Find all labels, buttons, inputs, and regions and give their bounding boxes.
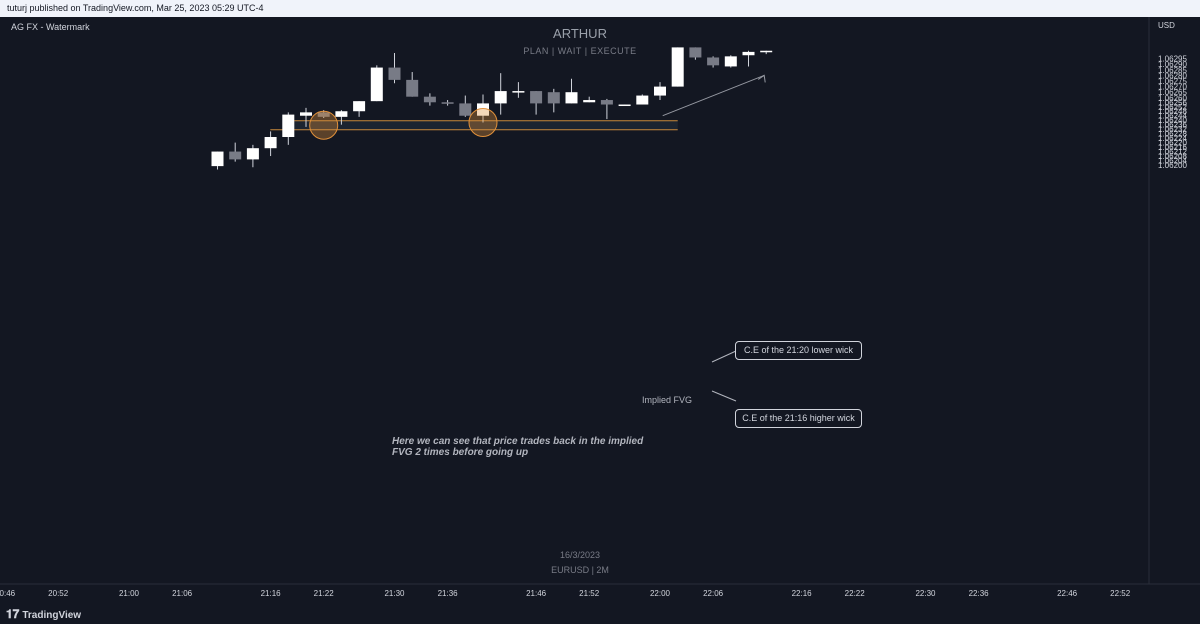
candle-body <box>317 112 330 117</box>
price-tick-label: 1.06260 <box>1158 94 1187 103</box>
tradingview-logo[interactable]: 𝟏𝟕 TradingView <box>6 607 81 622</box>
chart-area[interactable]: USD 1.06295 1.06290 1.06285 1.06280 1.06275 1.… <box>0 17 1200 601</box>
candle-body <box>477 103 489 116</box>
price-tick-label: 1.06280 <box>1158 71 1187 80</box>
candle-body <box>264 137 277 149</box>
candle-body <box>689 47 702 58</box>
price-tick-label: 1.06212 <box>1158 148 1187 157</box>
time-tick-label: 21:00 <box>119 589 140 598</box>
time-tick-label: 22:06 <box>703 589 724 598</box>
price-tick-label: 1.06285 <box>1158 66 1187 75</box>
price-tick-label: 1.06228 <box>1158 130 1187 139</box>
candle-body <box>423 96 436 103</box>
price-tick-label: 1.06204 <box>1158 157 1187 166</box>
candle-body <box>211 151 224 167</box>
price-tick-label: 1.06295 <box>1158 55 1187 64</box>
upper-callout-pointer <box>711 350 737 363</box>
annotation-note[interactable]: Here we can see that price trades back i… <box>392 436 644 458</box>
time-tick-label: 21:52 <box>579 589 600 598</box>
price-tick-label: 1.06244 <box>1158 112 1187 121</box>
time-tick-label: 21:36 <box>438 589 459 598</box>
price-tick-label: 1.06240 <box>1158 116 1187 125</box>
candle-body <box>441 102 454 104</box>
candle-body <box>335 111 348 117</box>
time-tick-label: 22:46 <box>1057 589 1078 598</box>
watermark-date: 16/3/2023 <box>559 550 601 560</box>
watermark-subtitle: PLAN | WAIT | EXECUTE <box>523 46 637 56</box>
time-tick-label: 21:16 <box>261 589 282 598</box>
price-tick-label: 1.06248 <box>1158 107 1187 116</box>
time-tick-label: 22:16 <box>792 589 813 598</box>
time-tick-label: 20:52 <box>48 589 69 598</box>
candle-body <box>600 100 613 105</box>
upper-wick-callout[interactable]: C.E of the 21:20 lower wick <box>735 341 862 360</box>
candle-body <box>282 114 295 137</box>
candle-body <box>760 50 773 53</box>
time-tick-label: 21:30 <box>384 589 405 598</box>
price-tick-label: 1.06252 <box>1158 103 1187 112</box>
publish-info-text: tuturj published on TradingView.com, Mar… <box>7 3 264 13</box>
watermark-symbol: EURUSD | 2M <box>551 565 609 575</box>
time-tick-label: 21:22 <box>314 589 335 598</box>
candle-body <box>246 148 259 160</box>
candle-body <box>494 91 507 104</box>
candle-body <box>654 86 666 96</box>
price-tick-label: 1.06224 <box>1158 134 1187 143</box>
time-tick-label: 22:52 <box>1110 589 1131 598</box>
trend-arrow-line <box>662 74 765 117</box>
time-tick-label: 21:06 <box>172 589 193 598</box>
fvg-label: Implied FVG <box>642 395 693 405</box>
candle-body <box>353 101 366 112</box>
trend-arrow-head <box>757 74 766 83</box>
price-tick-label: 1.06232 <box>1158 125 1187 134</box>
lower-callout-pointer <box>711 390 737 402</box>
candle-body <box>547 92 560 104</box>
candlestick-chart[interactable]: USD1.062951.062901.062851.062801.062751.… <box>0 17 1200 601</box>
price-tick-label: 1.06220 <box>1158 139 1187 148</box>
candle-body <box>388 67 401 80</box>
footer-bar: 𝟏𝟕 TradingView <box>0 604 1200 624</box>
candle-body <box>583 100 596 103</box>
price-tick-label: 1.06236 <box>1158 121 1187 130</box>
candle-body <box>459 103 472 116</box>
candle-body <box>707 57 720 66</box>
time-tick-label: 22:00 <box>650 589 671 598</box>
candle-body <box>512 91 525 93</box>
price-tick-label: 1.06275 <box>1158 77 1187 86</box>
touch-point-circle <box>309 110 339 140</box>
candle-body <box>742 51 755 56</box>
price-tick-label: 1.06270 <box>1158 83 1187 92</box>
watermark-title: ARTHUR <box>553 26 607 41</box>
price-tick-label: 1.06208 <box>1158 152 1187 161</box>
price-tick-label: 1.06216 <box>1158 143 1187 152</box>
candle-body <box>229 151 242 160</box>
candle-body <box>530 91 543 104</box>
price-tick-label: 1.06265 <box>1158 88 1187 97</box>
candle-body <box>300 112 312 116</box>
tradingview-logo-icon: 𝟏𝟕 <box>6 607 20 621</box>
time-tick-label: 20:46 <box>0 589 16 598</box>
time-tick-label: 22:30 <box>915 589 936 598</box>
candle-body <box>724 56 737 67</box>
lower-wick-callout[interactable]: C.E of the 21:16 higher wick <box>735 409 862 428</box>
footer-brand: TradingView <box>22 610 82 621</box>
price-tick-label: 1.06256 <box>1158 98 1187 107</box>
candle-body <box>671 47 684 87</box>
chart-symbol-label: AG FX - Watermark <box>11 22 90 32</box>
price-axis-currency: USD <box>1158 21 1175 30</box>
price-tick-label: 1.06290 <box>1158 60 1187 69</box>
time-tick-label: 22:36 <box>969 589 990 598</box>
candle-body <box>370 67 383 102</box>
candle-body <box>618 104 631 107</box>
publish-info-bar: tuturj published on TradingView.com, Mar… <box>0 0 1200 17</box>
time-tick-label: 22:22 <box>845 589 866 598</box>
candle-body <box>406 79 419 97</box>
price-tick-label: 1.06200 <box>1158 161 1187 170</box>
touch-point-circle <box>468 107 498 137</box>
fvg-zone <box>282 120 678 130</box>
chart-background <box>0 17 1200 601</box>
candle-body <box>636 95 649 105</box>
candle-body <box>565 92 578 104</box>
time-tick-label: 21:46 <box>526 589 547 598</box>
